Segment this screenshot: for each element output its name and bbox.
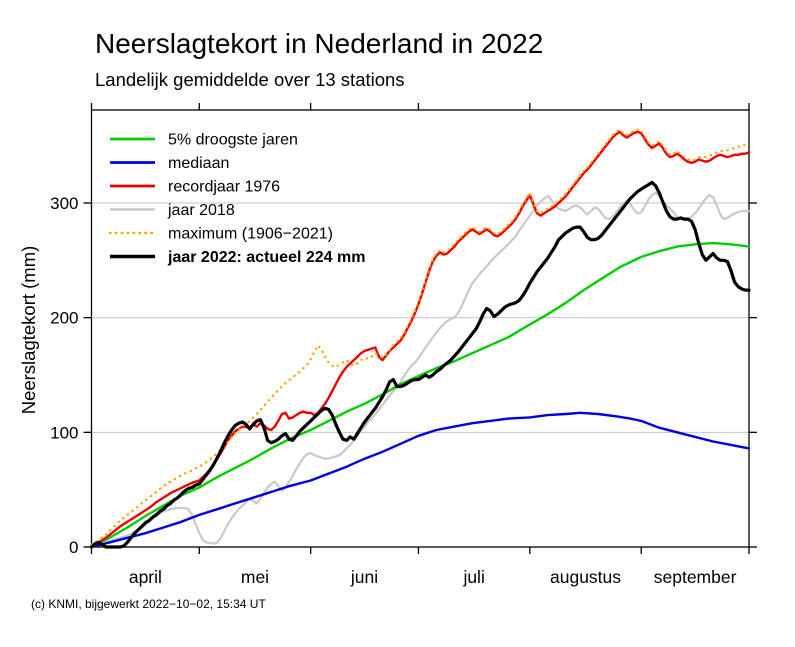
series-line-jaar2018 — [90, 191, 751, 549]
series-line-recordjaar1976 — [90, 130, 751, 549]
series-line-droogste5 — [90, 241, 751, 549]
legend-item-droogste5: 5% droogste jaren — [110, 132, 298, 149]
legend-label-droogste5: 5% droogste jaren — [168, 132, 298, 149]
y-tick-label: 200 — [50, 309, 78, 328]
legend-item-jaar2018: jaar 2018 — [110, 202, 235, 219]
page-title: Neerslagtekort in Nederland in 2022 — [95, 28, 544, 59]
copyright-credit: (c) KNMI, bijgewerkt 2022−10−02, 15:34 U… — [31, 597, 266, 611]
legend-label-jaar2022: jaar 2022: actueel 224 mm — [167, 249, 365, 266]
legend-item-mediaan: mediaan — [110, 155, 229, 172]
legend-label-jaar2018: jaar 2018 — [167, 202, 235, 219]
x-month-label-april: april — [129, 567, 162, 587]
legend-item-recordjaar1976: recordjaar 1976 — [110, 179, 280, 196]
legend-label-maximum: maximum (1906−2021) — [168, 226, 333, 243]
x-month-label-juni: juni — [350, 567, 378, 587]
chart-subtitle: Landelijk gemiddelde over 13 stations — [95, 69, 405, 90]
series-line-jaar2022 — [89, 180, 751, 549]
plot-frame — [90, 109, 750, 548]
x-month-label-juli: juli — [462, 567, 484, 587]
legend-item-jaar2022: jaar 2022: actueel 224 mm — [110, 249, 365, 266]
legend-item-maximum: maximum (1906−2021) — [108, 226, 333, 243]
y-tick-label: 300 — [50, 194, 78, 213]
y-tick-label: 100 — [50, 423, 78, 442]
series-line-maximum — [90, 128, 751, 546]
x-month-label-september: september — [654, 567, 737, 587]
series-line-mediaan — [90, 411, 751, 549]
legend-label-mediaan: mediaan — [168, 155, 229, 172]
y-tick-label: 0 — [69, 538, 78, 557]
x-month-label-augustus: augustus — [550, 567, 621, 587]
x-month-label-mei: mei — [241, 567, 269, 587]
legend-label-recordjaar1976: recordjaar 1976 — [168, 179, 280, 196]
